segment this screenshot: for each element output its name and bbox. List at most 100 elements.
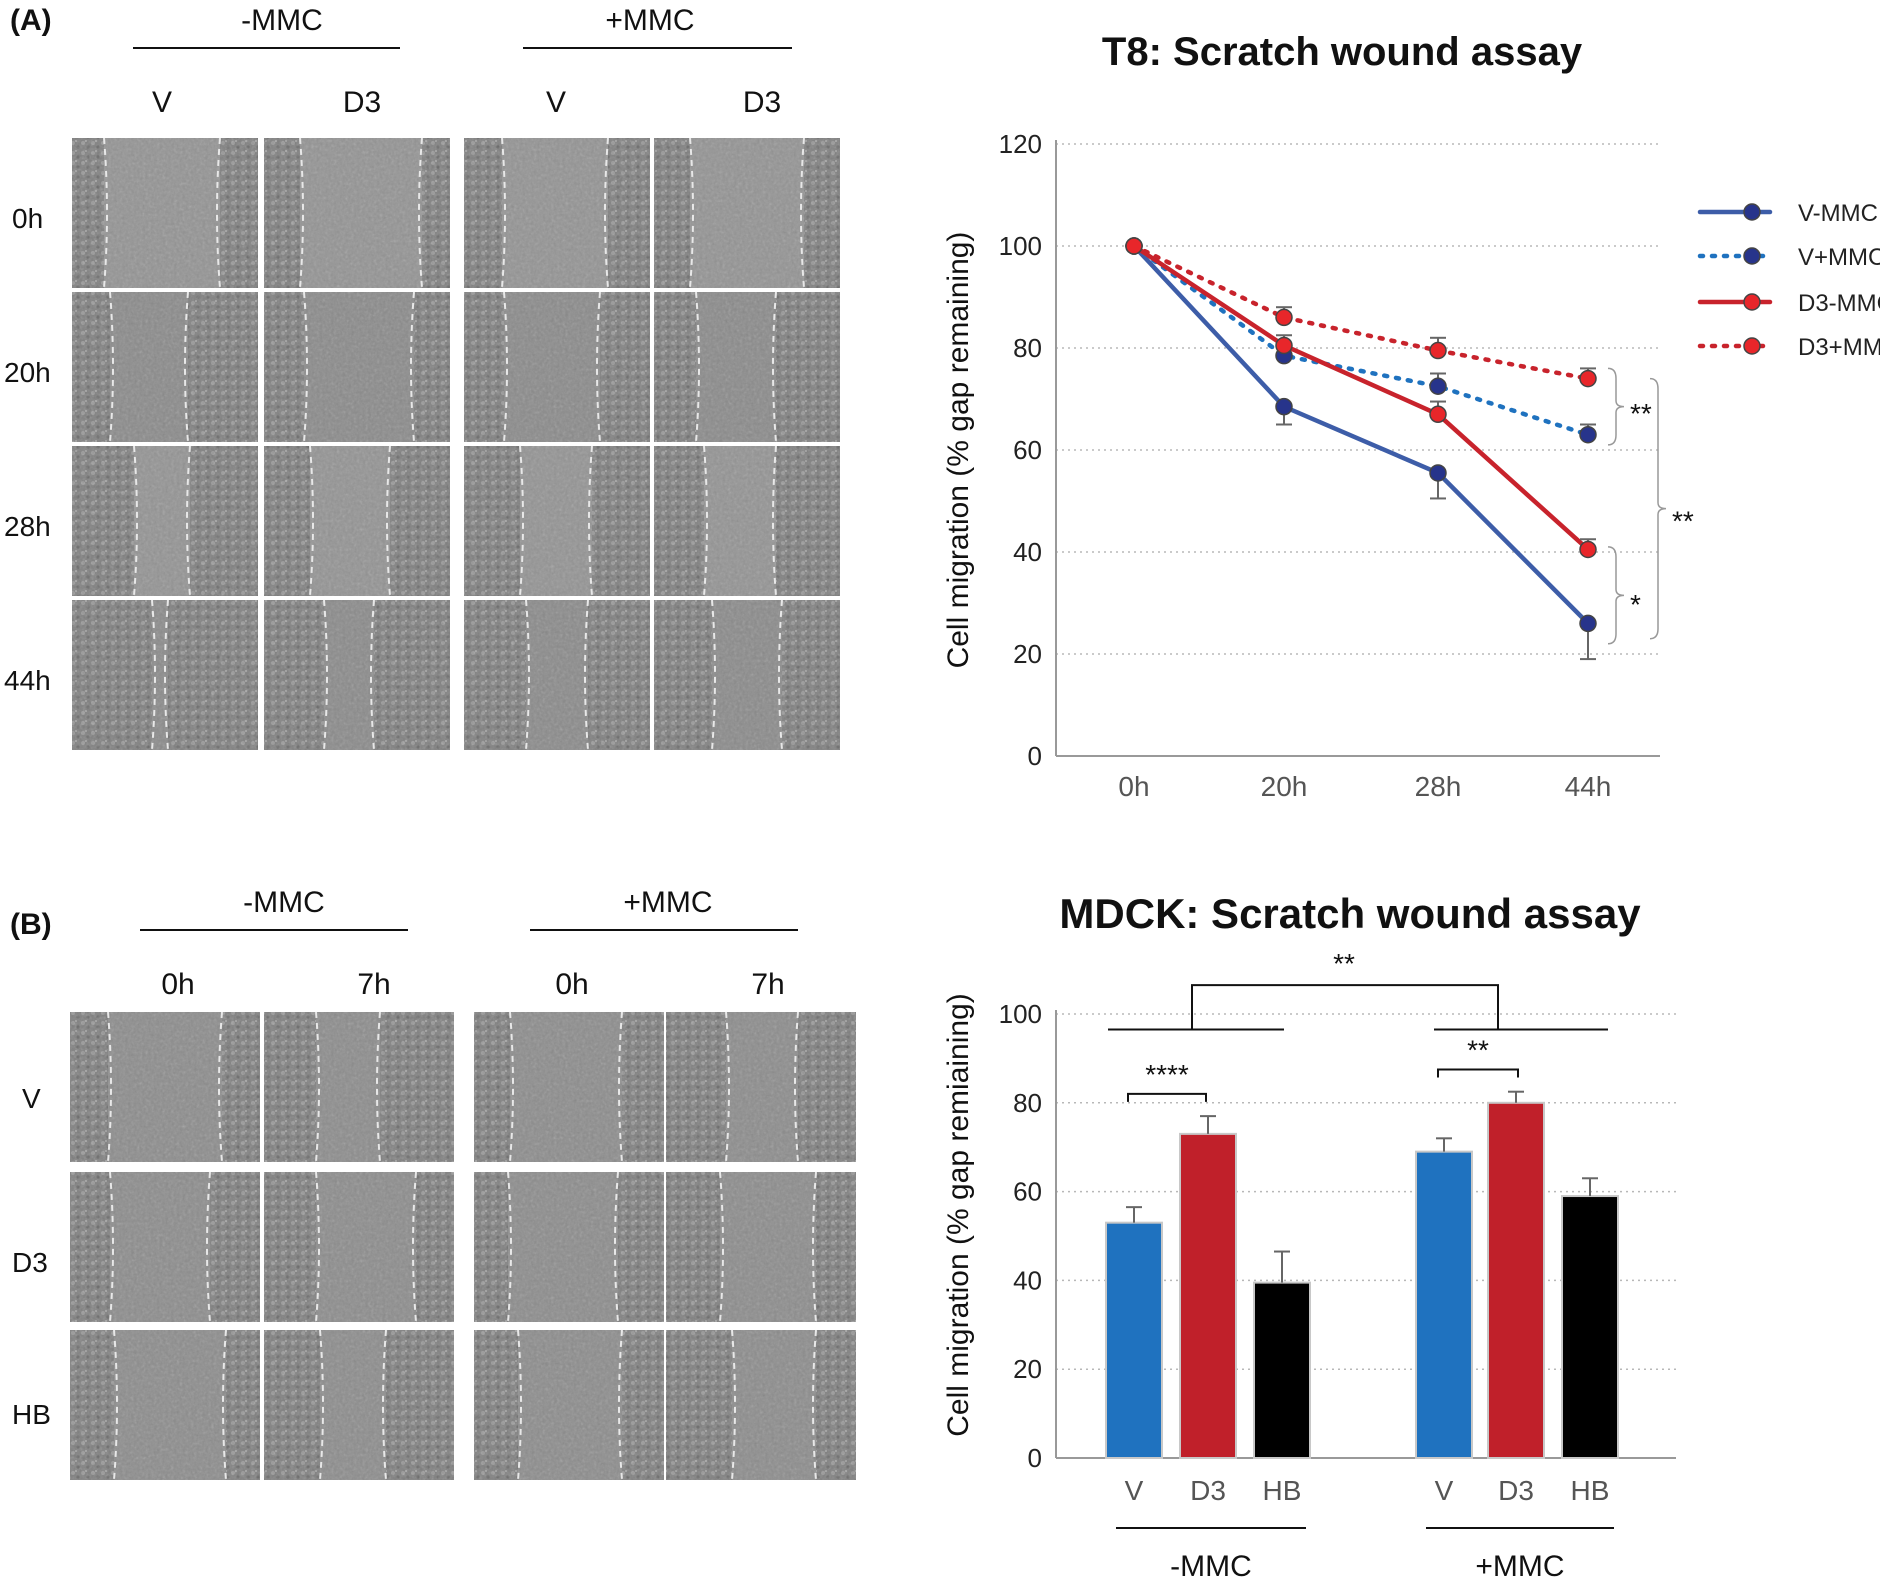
bar bbox=[1253, 1281, 1311, 1459]
wound-edge-line bbox=[772, 291, 777, 443]
wound-edge-line bbox=[315, 1171, 320, 1323]
x-tick-label: 44h bbox=[1565, 771, 1612, 802]
tile-texture bbox=[72, 600, 258, 750]
wound-edge-line bbox=[800, 137, 805, 289]
bar bbox=[1105, 1221, 1163, 1460]
data-point-V-MMC bbox=[1579, 614, 1597, 633]
wound-edge-line bbox=[222, 1329, 227, 1481]
wound-edge-line bbox=[299, 137, 304, 289]
wound-edge-line bbox=[133, 445, 138, 597]
data-point-D3+MMC bbox=[1125, 237, 1143, 255]
panel-a-row-label: 0h bbox=[12, 203, 43, 234]
panel-b-col-label: 7h bbox=[357, 968, 390, 1001]
wound-edge-line bbox=[618, 1011, 623, 1163]
x-tick-label: D3 bbox=[1498, 1475, 1534, 1506]
wound-edge-line bbox=[218, 1011, 223, 1163]
wound-edge-line bbox=[370, 599, 375, 751]
wound-edge-line bbox=[509, 1011, 514, 1163]
wound-edge-line bbox=[206, 1171, 211, 1323]
wound-edge-line bbox=[778, 599, 783, 751]
series-line-D3+MMC bbox=[1131, 243, 1591, 381]
panel-b-col-label: 7h bbox=[751, 968, 784, 1001]
panel-a-col-label: D3 bbox=[343, 86, 381, 119]
panel-a-col-label: D3 bbox=[743, 86, 781, 119]
wound-edge-line bbox=[412, 1171, 417, 1323]
wound-edge-line bbox=[376, 1011, 381, 1163]
panel-a-row-label: 20h bbox=[4, 357, 51, 388]
micrograph-tile bbox=[464, 599, 650, 751]
panel-a-micrographs: (A) -MMC +MMC V D3 V D3 0h 20h 28h 44h bbox=[4, 4, 840, 751]
tile-texture bbox=[264, 1330, 454, 1480]
x-tick-label: V bbox=[1435, 1475, 1454, 1506]
data-point-D3-MMC bbox=[1429, 405, 1447, 424]
micrograph-tile bbox=[70, 1011, 260, 1163]
tile-texture bbox=[654, 138, 840, 288]
panel-a-row-label: 44h bbox=[4, 665, 51, 696]
micrograph-tile bbox=[264, 1011, 454, 1163]
micrograph-tile bbox=[654, 291, 840, 443]
legend-marker bbox=[1743, 337, 1761, 355]
y-tick-label: 60 bbox=[1013, 1177, 1042, 1207]
micrograph-tile bbox=[474, 1329, 664, 1481]
significance-label: * bbox=[1630, 589, 1641, 620]
tile-texture bbox=[264, 1172, 454, 1322]
panel-b-group-plus: +MMC bbox=[623, 886, 712, 919]
data-point-V-MMC bbox=[1429, 464, 1447, 482]
micrograph-tile bbox=[666, 1171, 856, 1323]
legend-label: V-MMC bbox=[1798, 200, 1878, 227]
tile-texture bbox=[474, 1330, 664, 1480]
bar-chart-title: MDCK: Scratch wound assay bbox=[1059, 890, 1641, 937]
legend-label: D3-MMC bbox=[1798, 290, 1880, 317]
y-tick-label: 60 bbox=[1013, 435, 1042, 465]
y-tick-label: 40 bbox=[1013, 537, 1042, 567]
tile-texture bbox=[654, 600, 840, 750]
group-label: +MMC bbox=[1475, 1550, 1564, 1583]
data-point-V+MMC bbox=[1429, 377, 1447, 395]
significance-label: ** bbox=[1467, 1035, 1489, 1066]
wound-edge-line bbox=[772, 445, 777, 597]
significance-bracket bbox=[1649, 377, 1667, 640]
x-tick-label: D3 bbox=[1190, 1475, 1226, 1506]
wound-edge-line bbox=[164, 599, 169, 751]
micrograph-tile bbox=[464, 445, 650, 597]
tile-texture bbox=[464, 446, 650, 596]
micrograph-tile bbox=[264, 599, 450, 751]
tile-texture bbox=[72, 446, 258, 596]
tile-texture bbox=[264, 446, 450, 596]
panel-b-label: (B) bbox=[10, 908, 52, 941]
micrograph-tile bbox=[264, 137, 450, 289]
wound-edge-line bbox=[303, 291, 308, 443]
x-tick-label: HB bbox=[1263, 1475, 1302, 1506]
wound-edge-line bbox=[812, 1171, 817, 1323]
y-tick-label: 20 bbox=[1013, 1354, 1042, 1384]
significance-bracket bbox=[1607, 367, 1625, 446]
line-chart-title: T8: Scratch wound assay bbox=[1102, 30, 1583, 74]
wound-edge-line bbox=[319, 1329, 324, 1481]
y-tick-label: 20 bbox=[1013, 639, 1042, 669]
tile-texture bbox=[264, 1012, 454, 1162]
x-tick-label: 28h bbox=[1415, 771, 1462, 802]
tile-texture bbox=[666, 1172, 856, 1322]
wound-edge-line bbox=[703, 445, 708, 597]
bar-chart: MDCK: Scratch wound assay Cell migration… bbox=[942, 890, 1676, 1583]
legend-marker bbox=[1743, 203, 1761, 221]
micrograph-tile bbox=[666, 1329, 856, 1481]
wound-edge-line bbox=[519, 445, 524, 597]
line-chart: T8: Scratch wound assay Cell migration (… bbox=[942, 30, 1880, 802]
panel-b-row-label: D3 bbox=[12, 1247, 48, 1278]
wound-edge-line bbox=[725, 1011, 730, 1163]
y-tick-label: 80 bbox=[1013, 333, 1042, 363]
wound-edge-line bbox=[315, 1011, 320, 1163]
tile-texture bbox=[666, 1330, 856, 1480]
wound-edge-line bbox=[107, 1011, 112, 1163]
wound-edge-line bbox=[614, 1171, 619, 1323]
bar bbox=[1487, 1101, 1545, 1460]
micrograph-tile bbox=[474, 1011, 664, 1163]
legend-marker bbox=[1743, 293, 1761, 311]
panel-a-group-minus: -MMC bbox=[241, 4, 323, 37]
y-tick-label: 100 bbox=[999, 999, 1042, 1029]
panel-a-col-label: V bbox=[152, 86, 172, 119]
wound-edge-line bbox=[501, 137, 506, 289]
micrograph-tile bbox=[72, 445, 258, 597]
y-tick-label: 0 bbox=[1028, 1443, 1042, 1473]
